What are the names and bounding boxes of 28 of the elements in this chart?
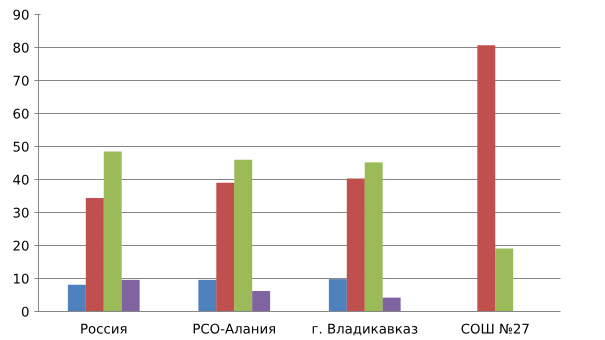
x-tick-label: Россия bbox=[80, 322, 128, 338]
bar bbox=[364, 162, 383, 312]
bar bbox=[68, 284, 86, 312]
y-tick-label: 90 bbox=[12, 8, 30, 24]
y-tick-label: 80 bbox=[12, 42, 30, 56]
y-tick-label: 40 bbox=[12, 174, 30, 188]
x-tick-label: РСО-Алания bbox=[192, 322, 276, 338]
bar bbox=[346, 178, 365, 312]
y-tick-label: 50 bbox=[12, 140, 30, 156]
y-tick-label: 0 bbox=[21, 306, 30, 320]
y-tick-label: 60 bbox=[12, 108, 30, 122]
bar bbox=[104, 151, 122, 312]
bar bbox=[122, 280, 140, 312]
bar bbox=[477, 45, 496, 312]
bar bbox=[234, 160, 252, 312]
bar bbox=[328, 279, 347, 312]
bar bbox=[198, 280, 216, 312]
x-tick-label: г. Владикавказ bbox=[311, 322, 418, 338]
y-tick-label: 10 bbox=[12, 272, 30, 288]
bar bbox=[382, 298, 401, 312]
y-tick-label: 20 bbox=[12, 240, 30, 254]
bar bbox=[216, 182, 234, 312]
y-tick-label: 70 bbox=[12, 74, 30, 90]
bar bbox=[495, 248, 514, 312]
bar bbox=[252, 291, 270, 312]
bar bbox=[86, 198, 104, 312]
y-tick-label: 30 bbox=[12, 206, 30, 222]
x-tick-label: СОШ №27 bbox=[460, 322, 530, 338]
